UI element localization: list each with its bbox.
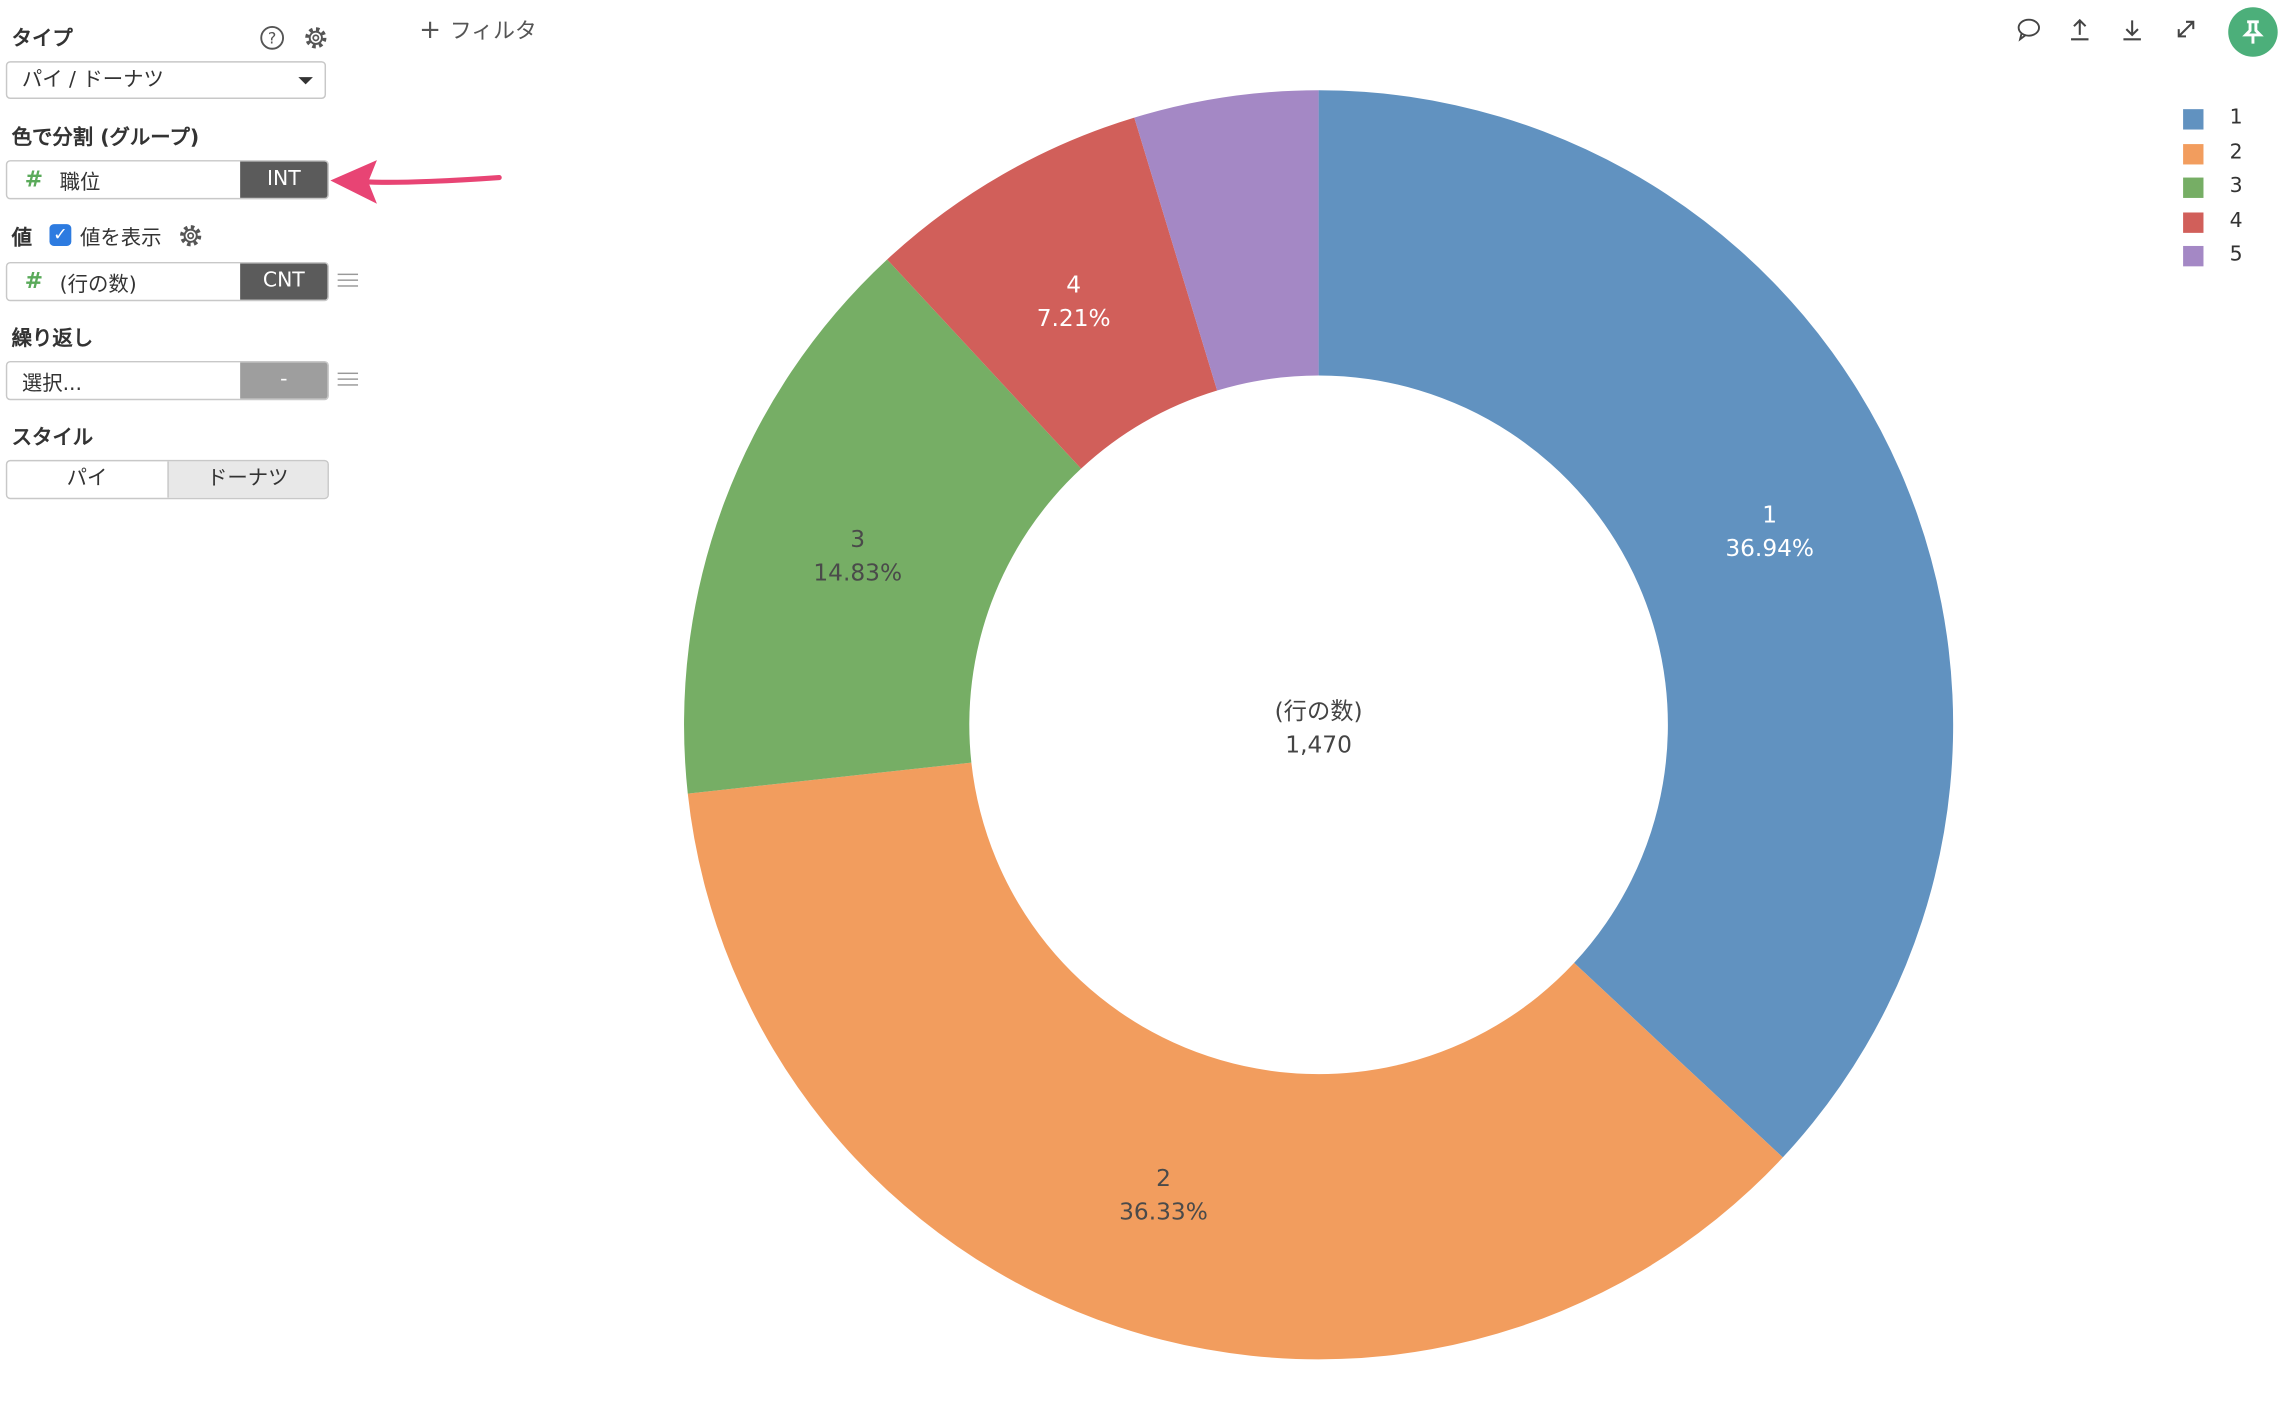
value-label: 値 xyxy=(11,227,33,251)
hash-icon: # xyxy=(24,165,44,193)
donut-slice-1[interactable] xyxy=(1318,90,1954,1158)
slice-percent-label: 14.83% xyxy=(813,559,902,586)
slice-category-label: 1 xyxy=(1762,502,1777,529)
svg-text:?: ? xyxy=(268,29,277,48)
repeat-aggregation-button[interactable]: - xyxy=(240,362,328,399)
legend-label: 3 xyxy=(2229,174,2243,198)
style-toggle: パイ ドーナツ xyxy=(5,459,329,500)
style-label: スタイル xyxy=(11,426,94,450)
donut-slice-4[interactable] xyxy=(887,117,1218,469)
donut-slice-2[interactable] xyxy=(687,762,1783,1360)
repeat-placeholder: 選択... xyxy=(21,372,83,396)
legend-swatch xyxy=(2183,143,2204,164)
slice-category-label: 2 xyxy=(1156,1165,1171,1192)
help-icon[interactable]: ? xyxy=(258,23,287,52)
expand-icon[interactable] xyxy=(2171,15,2200,44)
value-menu-icon[interactable] xyxy=(337,273,359,289)
legend-label: 2 xyxy=(2229,140,2243,164)
donut-slice-5[interactable] xyxy=(1134,90,1319,391)
group-field-name: 職位 xyxy=(59,171,101,196)
center-value: 1,470 xyxy=(1285,731,1352,758)
value-field-name: (行の数) xyxy=(59,273,137,297)
group-field[interactable]: # 職位 INT xyxy=(5,160,329,200)
hash-icon: # xyxy=(24,267,44,294)
legend-label: 5 xyxy=(2229,243,2243,267)
show-values-label: 値を表示 xyxy=(80,227,162,251)
donut-slice-3[interactable] xyxy=(684,259,1082,794)
group-aggregation-button[interactable]: INT xyxy=(240,161,328,198)
center-label: (行の数) xyxy=(1275,698,1363,725)
slice-category-label: 3 xyxy=(850,526,865,553)
slice-percent-label: 36.94% xyxy=(1725,535,1814,562)
plus-icon: + xyxy=(419,14,442,46)
gear-icon[interactable] xyxy=(301,23,330,52)
legend-swatch xyxy=(2183,245,2204,267)
show-values-checkbox[interactable]: ✓ xyxy=(49,224,72,246)
repeat-field[interactable]: 選択... - xyxy=(5,360,329,401)
slice-category-label: 4 xyxy=(1066,271,1081,298)
repeat-label: 繰り返し xyxy=(11,327,94,351)
legend-swatch xyxy=(2183,211,2204,233)
chart-type-value: パイ / ドーナツ xyxy=(21,68,164,92)
settings-panel: タイプ ? パイ / ドーナツ 色で分割 (グループ) # 職位 INT 値 ✓… xyxy=(0,0,502,1412)
repeat-menu-icon[interactable] xyxy=(337,372,359,388)
group-label: 色で分割 (グループ) xyxy=(11,126,200,150)
type-label: タイプ xyxy=(11,27,73,51)
style-option-pie[interactable]: パイ xyxy=(66,467,108,491)
legend-swatch xyxy=(2183,109,2204,130)
download-icon[interactable] xyxy=(2118,15,2147,44)
chart-type-select[interactable]: パイ / ドーナツ xyxy=(5,61,327,99)
legend-swatch xyxy=(2183,177,2204,198)
comment-icon[interactable] xyxy=(2014,15,2043,44)
upload-icon[interactable] xyxy=(2065,15,2094,44)
filter-label: フィルタ xyxy=(449,17,537,44)
legend-label: 4 xyxy=(2229,208,2243,233)
annotation-arrow xyxy=(330,160,502,204)
value-field[interactable]: # (行の数) CNT xyxy=(5,261,329,302)
slice-percent-label: 36.33% xyxy=(1119,1198,1208,1225)
value-gear-icon[interactable] xyxy=(176,221,205,250)
add-filter-button[interactable]: + フィルタ xyxy=(419,15,537,46)
value-aggregation-button[interactable]: CNT xyxy=(240,263,328,300)
slice-percent-label: 7.21% xyxy=(1037,305,1111,332)
pin-icon[interactable] xyxy=(2228,7,2278,57)
style-option-donut[interactable]: ドーナツ xyxy=(166,461,328,498)
chevron-down-icon xyxy=(298,77,313,85)
legend-label: 1 xyxy=(2229,106,2243,130)
